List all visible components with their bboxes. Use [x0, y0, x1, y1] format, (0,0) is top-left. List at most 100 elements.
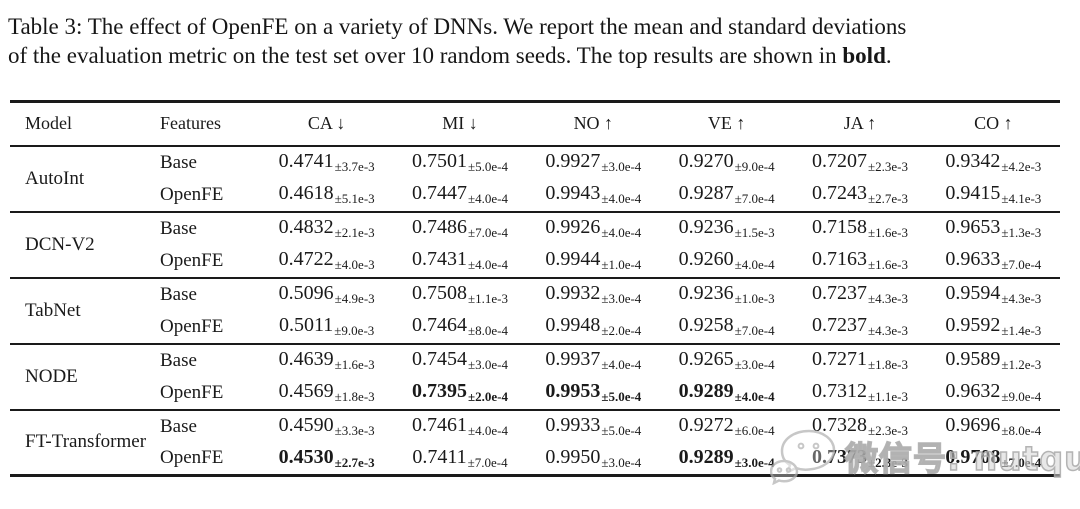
- features-label: OpenFE: [160, 315, 224, 337]
- metric-std: ±4.0e-4: [468, 191, 508, 206]
- table-row: OpenFE 0.5011±9.0e-3 0.7464±8.0e-4 0.994…: [10, 311, 1060, 344]
- metric-value: 0.9933: [545, 414, 601, 436]
- metric-cell: 0.7328±2.3e-3: [793, 410, 926, 443]
- metric-cell: 0.7237±4.3e-3: [793, 278, 926, 311]
- metric-cell: 0.9927±3.0e-4: [527, 146, 660, 179]
- features-label: OpenFE: [160, 183, 224, 205]
- metric-std: ±2.3e-3: [867, 423, 908, 438]
- metric-std: ±4.1e-3: [1001, 191, 1042, 206]
- metric-value: 0.9696: [945, 414, 1001, 436]
- metric-std: ±4.3e-3: [1001, 291, 1042, 306]
- metric-std: ±3.0e-4: [734, 454, 775, 470]
- metric-cell: 0.5096±4.9e-3: [260, 278, 393, 311]
- model-name: AutoInt: [25, 167, 85, 189]
- metric-std: ±8.0e-4: [468, 323, 508, 338]
- metric-std: ±7.0e-4: [734, 191, 775, 206]
- metric-cell: 0.4530±2.7e-3: [260, 443, 393, 476]
- group-ft-transformer: FT-Transformer Base 0.4590±3.3e-3 0.7461…: [10, 410, 1060, 476]
- metric-std: ±2.0e-4: [601, 323, 642, 338]
- metric-cell: 0.7508±1.1e-3: [393, 278, 526, 311]
- model-name: FT-Transformer: [25, 431, 147, 453]
- metric-cell: 0.9926±4.0e-4: [527, 212, 660, 245]
- metric-std: ±6.0e-4: [734, 423, 775, 438]
- metric-std: ±8.0e-4: [1001, 423, 1042, 438]
- metric-std: ±7.0e-4: [1001, 257, 1042, 272]
- metric-cell: 0.9272±6.0e-4: [660, 410, 793, 443]
- metric-std: ±5.0e-4: [601, 389, 642, 404]
- col-header-model: Model: [10, 101, 160, 147]
- metric-std: ±7.0e-4: [734, 323, 775, 338]
- metric-value: 0.7431: [412, 248, 467, 270]
- metric-std: ±1.6e-3: [867, 257, 908, 272]
- metric-std: ±2.1e-3: [334, 225, 375, 240]
- metric-value: 0.9950: [545, 445, 601, 468]
- metric-value: 0.5011: [279, 314, 334, 336]
- metric-cell: 0.9236±1.5e-3: [660, 212, 793, 245]
- metric-value: 0.4832: [278, 216, 334, 238]
- metric-std: ±4.3e-3: [867, 291, 908, 306]
- metric-std: ±2.7e-3: [867, 191, 908, 206]
- metric-cell: 0.9932±3.0e-4: [527, 278, 660, 311]
- metric-cell: 0.4832±2.1e-3: [260, 212, 393, 245]
- metric-std: ±3.0e-4: [601, 159, 642, 174]
- features-label: Base: [160, 151, 197, 173]
- metric-value: 0.9653: [945, 216, 1001, 238]
- metric-std: ±3.7e-3: [334, 159, 375, 174]
- metric-std: ±5.0e-4: [468, 159, 508, 174]
- metric-cell: 0.9260±4.0e-4: [660, 245, 793, 278]
- metric-value: 0.9943: [545, 182, 601, 204]
- col-header-features: Features: [160, 101, 260, 147]
- features-label: Base: [160, 217, 197, 239]
- metric-std: ±2.0e-4: [468, 389, 508, 404]
- metric-value: 0.7501: [412, 150, 467, 172]
- group-autoint: AutoInt Base 0.4741±3.7e-3 0.7501±5.0e-4…: [10, 146, 1060, 212]
- metric-value: 0.9708: [945, 445, 1001, 468]
- metric-value: 0.9932: [545, 282, 601, 304]
- metric-cell: 0.4722±4.0e-3: [260, 245, 393, 278]
- col-header-co: CO ↑: [926, 101, 1060, 147]
- metric-value: 0.7237: [811, 314, 867, 336]
- metric-value: 0.9944: [545, 248, 601, 270]
- metric-value: 0.7411: [412, 445, 467, 468]
- metric-cell: 0.5011±9.0e-3: [260, 311, 393, 344]
- metric-cell: 0.9937±4.0e-4: [527, 344, 660, 377]
- metric-cell: 0.9415±4.1e-3: [927, 179, 1060, 212]
- metric-value: 0.7237: [811, 282, 867, 304]
- metric-cell: 0.9633±7.0e-4: [927, 245, 1060, 278]
- metric-std: ±9.0e-4: [734, 159, 775, 174]
- metric-cell: 0.7461±4.0e-4: [393, 410, 526, 443]
- metric-value: 0.4722: [278, 248, 334, 270]
- metric-value: 0.7373: [811, 445, 867, 468]
- caption-line-2: of the evaluation metric on the test set…: [8, 43, 892, 68]
- metric-std: ±3.0e-4: [468, 357, 508, 372]
- metric-std: ±4.0e-4: [734, 389, 775, 404]
- table-row: NODE Base 0.4639±1.6e-3 0.7454±3.0e-4 0.…: [10, 344, 1060, 387]
- metric-cell: 0.9944±1.0e-4: [527, 245, 660, 278]
- metric-value: 0.9287: [678, 182, 734, 204]
- metric-value: 0.9948: [545, 314, 601, 336]
- metric-std: ±2.7e-3: [334, 454, 375, 470]
- metric-std: ±1.4e-3: [1001, 323, 1042, 338]
- metric-std: ±4.0e-4: [468, 423, 508, 438]
- col-header-no: NO ↑: [526, 101, 660, 147]
- metric-cell: 0.7395±2.0e-4: [393, 377, 526, 410]
- results-table: Model Features CA ↓ MI ↓ NO ↑ VE ↑ JA ↑ …: [10, 100, 1060, 477]
- metric-std: ±3.0e-4: [601, 454, 642, 470]
- metric-cell: 0.9943±4.0e-4: [527, 179, 660, 212]
- metric-value: 0.9260: [678, 248, 734, 270]
- metric-cell: 0.9236±1.0e-3: [660, 278, 793, 311]
- metric-value: 0.9258: [678, 314, 734, 336]
- metric-value: 0.9594: [945, 282, 1001, 304]
- col-header-ca: CA ↓: [260, 101, 394, 147]
- metric-std: ±7.0e-4: [1001, 454, 1042, 470]
- metric-cell: 0.7486±7.0e-4: [393, 212, 526, 245]
- model-name: DCN-V2: [25, 233, 95, 255]
- metric-value: 0.9272: [678, 414, 734, 436]
- metric-cell: 0.9289±3.0e-4: [660, 443, 793, 476]
- metric-cell: 0.9289±4.0e-4: [660, 377, 793, 410]
- metric-cell: 0.7431±4.0e-4: [393, 245, 526, 278]
- metric-std: ±3.0e-4: [734, 357, 775, 372]
- header-row: Model Features CA ↓ MI ↓ NO ↑ VE ↑ JA ↑ …: [10, 101, 1060, 147]
- metric-value: 0.7461: [412, 414, 467, 436]
- metric-value: 0.7163: [811, 248, 867, 270]
